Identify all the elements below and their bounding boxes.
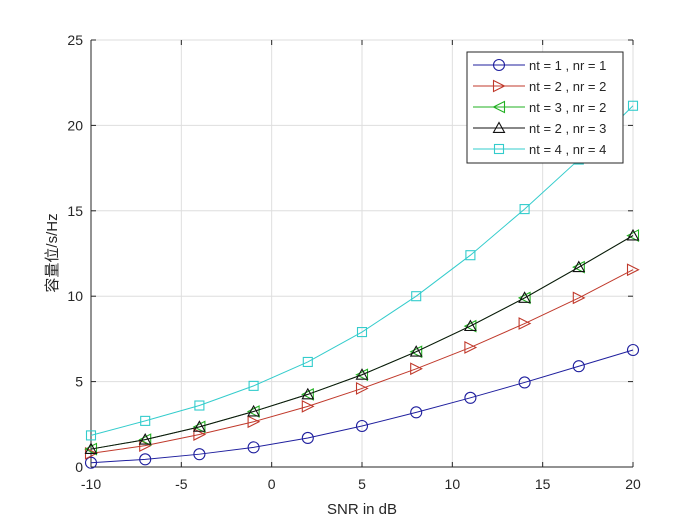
data-point [572, 260, 586, 273]
data-point [464, 391, 477, 404]
x-tick-label: 20 [625, 476, 641, 492]
data-point [464, 341, 478, 354]
data-point [463, 319, 477, 332]
data-point [409, 345, 423, 357]
x-tick-label: 0 [268, 476, 276, 492]
y-tick-label: 5 [75, 374, 83, 390]
legend-marker [492, 121, 506, 133]
data-point [192, 420, 206, 432]
data-point [409, 345, 423, 359]
data-point [626, 228, 640, 241]
y-tick-label: 20 [67, 117, 83, 133]
data-point [301, 431, 314, 445]
data-point [246, 405, 260, 418]
legend-label: nt = 2 , nr = 3 [529, 121, 606, 136]
data-point [355, 368, 369, 382]
x-tick-label: 15 [535, 476, 551, 492]
data-point [84, 442, 98, 455]
data-point [517, 291, 531, 305]
legend-marker [492, 58, 506, 72]
legend-entry: nt = 2 , nr = 3 [473, 121, 606, 136]
y-tick-label: 15 [67, 203, 83, 219]
data-point [465, 250, 476, 261]
data-point [138, 433, 152, 447]
legend-marker [493, 143, 505, 155]
x-tick-label: 10 [445, 476, 461, 492]
series-line [90, 269, 634, 454]
data-point [193, 448, 206, 461]
legend-label: nt = 1 , nr = 1 [529, 58, 606, 73]
data-point [355, 382, 369, 395]
legend: nt = 1 , nr = 1 nt = 2 , nr = 2 nt = 3 , n… [466, 51, 624, 164]
data-point [247, 441, 260, 454]
data-point [518, 317, 532, 330]
legend-entry: nt = 3 , nr = 2 [473, 100, 606, 115]
data-point [519, 204, 530, 215]
data-point [410, 406, 423, 419]
x-tick-label: 5 [358, 476, 366, 492]
legend-label: nt = 3 , nr = 2 [529, 100, 606, 115]
data-point [138, 433, 152, 445]
y-tick-label: 10 [67, 288, 83, 304]
series-4 [84, 228, 640, 455]
data-point [301, 388, 314, 401]
series-line [90, 349, 634, 464]
data-point [139, 453, 152, 466]
data-point [84, 442, 98, 456]
data-point [627, 100, 639, 111]
data-point [411, 291, 422, 302]
data-point [518, 291, 532, 303]
legend-entry: nt = 4 , nr = 4 [473, 142, 606, 157]
data-point [356, 327, 368, 338]
y-tick-label: 25 [67, 32, 83, 48]
data-point [302, 356, 313, 368]
series-group [84, 100, 640, 469]
x-tick-label: -10 [81, 476, 101, 492]
data-point [572, 360, 585, 373]
legend-marker [492, 100, 506, 114]
data-point [140, 415, 151, 426]
data-point [626, 229, 640, 242]
data-point [301, 387, 315, 400]
data-point [247, 404, 261, 417]
data-point [247, 415, 261, 429]
data-point [410, 362, 423, 376]
data-point [301, 399, 315, 413]
data-point [355, 368, 369, 380]
series-line [90, 105, 634, 436]
data-point [626, 263, 640, 277]
data-point [572, 260, 585, 274]
legend-label: nt = 4 , nr = 4 [529, 142, 606, 157]
legend-marker [492, 79, 506, 93]
x-tick-label: -5 [175, 476, 188, 492]
y-tick-label: 0 [75, 459, 83, 475]
x-axis-label: SNR in dB [327, 501, 397, 518]
data-point [85, 430, 97, 441]
data-point [463, 319, 477, 333]
y-axis-label: 容量位/s/Hz [44, 213, 61, 292]
axes [90, 39, 634, 468]
data-point [572, 291, 586, 305]
legend-entry: nt = 1 , nr = 1 [473, 58, 606, 73]
tick-labels: -10 -5 0 5 10 15 20 0 5 10 15 20 25 [67, 32, 641, 492]
series-1 [84, 343, 640, 469]
data-point [518, 376, 531, 389]
data-point [84, 456, 98, 469]
series-line [90, 235, 634, 450]
data-point [194, 400, 205, 411]
legend-entry: nt = 2 , nr = 2 [473, 79, 606, 94]
data-point [192, 420, 206, 434]
data-point [355, 419, 369, 433]
legend-label: nt = 2 , nr = 2 [529, 79, 606, 94]
data-point [248, 380, 259, 391]
data-point [626, 343, 640, 357]
